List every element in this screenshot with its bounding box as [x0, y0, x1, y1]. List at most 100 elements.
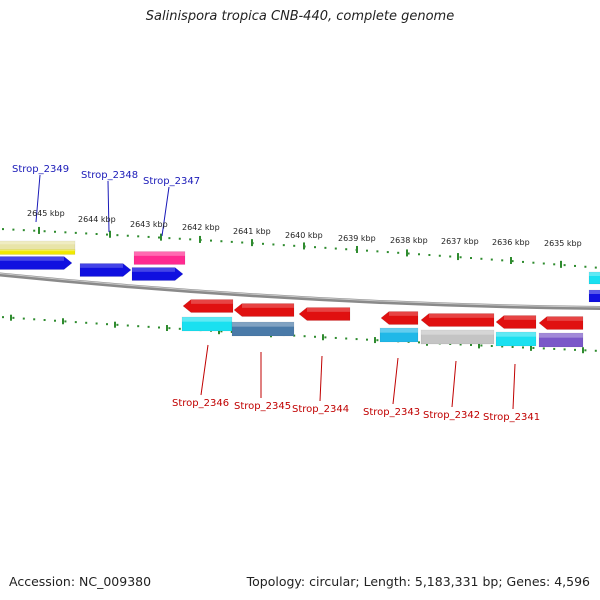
tick-dot [230, 330, 233, 333]
tick-dot [22, 229, 25, 232]
major-tick [160, 233, 162, 241]
leader-line [451, 360, 457, 408]
tick-dot [480, 344, 483, 347]
gene-label-reverse: Strop_2346 [172, 398, 229, 409]
tick-dot [501, 345, 504, 348]
tick-dot [532, 261, 535, 264]
major-tick [114, 321, 116, 328]
tick-dot [522, 260, 524, 263]
tick-dot [168, 237, 171, 240]
major-tick [510, 257, 512, 265]
feature-sky [379, 327, 419, 343]
feature-gray [420, 329, 495, 345]
major-tick [303, 242, 305, 250]
tick-dot [230, 240, 233, 243]
cds-forward [79, 263, 132, 277]
gene-label-reverse: Strop_2344 [292, 404, 349, 415]
tick-dot [511, 345, 514, 348]
major-tick [322, 334, 324, 341]
major-tick [560, 260, 562, 268]
feature-cyan [588, 271, 600, 285]
gene-features [0, 240, 600, 348]
gene-label-forward: Strop_2349 [12, 164, 69, 175]
tick-dot [574, 348, 576, 351]
cds-forward-edge-shine [589, 290, 600, 294]
tick-dot [470, 257, 472, 260]
leader-line [319, 355, 323, 402]
cds-reverse [233, 303, 295, 317]
tick-dot [158, 236, 160, 239]
feature-cyan [495, 331, 537, 347]
scale-label: 2637 kbp [441, 237, 479, 246]
tick-dot [594, 349, 597, 352]
feature-pink-shine [134, 251, 185, 256]
tick-dot [386, 251, 389, 254]
tick-dot [126, 324, 129, 327]
tick-dot [407, 252, 410, 255]
backbone-line [0, 272, 600, 310]
tick-dot [43, 230, 46, 233]
tick-dot [147, 325, 150, 328]
tick-dot [64, 231, 67, 234]
feature-purple [538, 332, 584, 348]
tick-dot [33, 229, 36, 232]
tick-dot [293, 334, 296, 337]
tick-dot [210, 239, 212, 242]
tick-dot [64, 320, 67, 323]
tick-dot [95, 322, 98, 325]
gene-label-reverse: Strop_2345 [234, 401, 291, 412]
major-tick [166, 325, 168, 332]
tick-dot [106, 323, 108, 326]
tick-dot [282, 244, 285, 247]
leader-line [200, 344, 209, 396]
tick-dot [438, 254, 441, 257]
tick-dot [542, 347, 545, 350]
tick-dot [2, 316, 4, 319]
tick-dot [43, 319, 46, 322]
tick-dot [293, 244, 296, 247]
tick-dot [54, 319, 56, 322]
tick-dot [95, 233, 98, 236]
tick-dot [355, 338, 358, 341]
cds-reverse-shine [389, 311, 418, 316]
tick-dot [33, 318, 36, 321]
tick-dot [262, 242, 264, 245]
tick-dot [126, 234, 129, 237]
tick-dot [314, 246, 316, 249]
leader-line [392, 357, 399, 405]
backbone-highlight [0, 272, 600, 308]
major-tick [582, 347, 584, 354]
feature-yellow-shine [0, 249, 75, 252]
scale-label: 2644 kbp [78, 215, 116, 224]
tick-dot [303, 335, 306, 338]
tick-dot [168, 327, 171, 330]
leader-line [512, 363, 516, 410]
cds-reverse-shine [242, 303, 294, 308]
tick-dot [324, 246, 327, 249]
feature-purple-shine [539, 333, 583, 338]
tick-dot [511, 260, 514, 263]
cds-forward [0, 256, 73, 270]
tick-dot [189, 238, 192, 241]
cds-forward-shine [132, 267, 175, 272]
tick-dot [54, 230, 56, 233]
tick-dot [178, 237, 181, 240]
cds-reverse [420, 313, 495, 327]
tick-dot [584, 265, 587, 268]
tick-dot [594, 266, 597, 269]
major-tick [457, 253, 459, 261]
scale-label: 2639 kbp [338, 234, 376, 243]
scale-label: 2640 kbp [285, 231, 323, 240]
leader-line [161, 186, 170, 237]
tick-dot [459, 256, 462, 259]
gene-label-reverse: Strop_2341 [483, 412, 540, 423]
feature-steel-shine [232, 322, 294, 327]
major-tick [374, 337, 376, 344]
tick-dot [553, 263, 556, 266]
major-tick [218, 328, 220, 335]
text-labels: 2645 kbp 2644 kbp 2643 kbp 2642 kbp 2641 kbp… [12, 164, 582, 423]
feature-khaki-shine [0, 241, 75, 245]
major-tick [530, 344, 532, 351]
feature-steel [231, 321, 295, 337]
tick-dot [12, 316, 15, 319]
